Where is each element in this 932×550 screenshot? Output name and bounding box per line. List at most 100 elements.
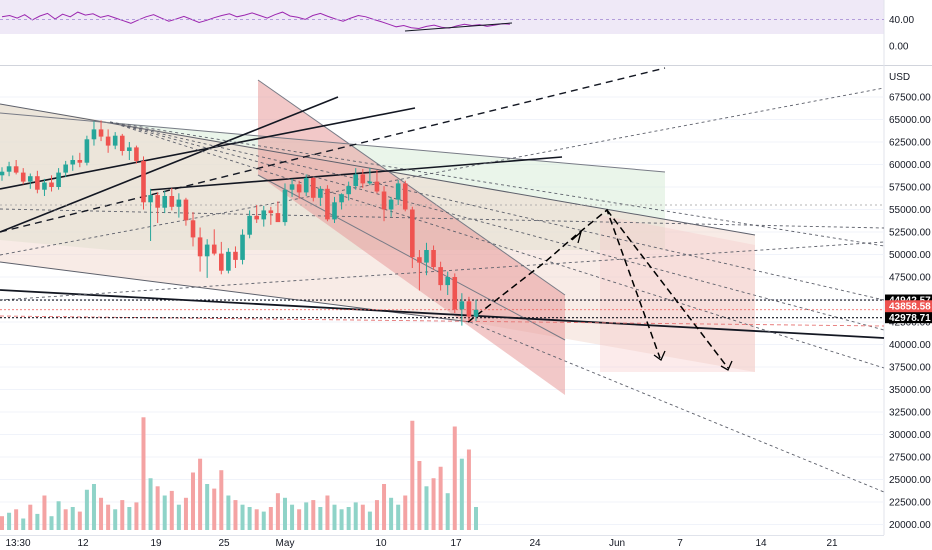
volume-bar — [261, 511, 266, 530]
volume-bar — [452, 426, 457, 530]
volume-bar — [49, 516, 54, 530]
price-tick-label: 22500.00 — [889, 498, 931, 509]
volume-bar — [176, 504, 181, 530]
volume-bar — [304, 502, 309, 530]
candle-body — [13, 166, 19, 173]
arrow-head-down-2 — [720, 360, 733, 371]
candle-body — [289, 184, 295, 190]
candle-body — [169, 196, 175, 207]
time-tick-label: 17 — [450, 538, 462, 549]
candle-body — [84, 139, 90, 163]
volume-bar — [198, 458, 203, 530]
candle-body — [155, 195, 160, 208]
price-tick-label: 35000.00 — [889, 385, 931, 396]
candle-body — [339, 194, 344, 203]
price-tags: 44942.5743858.5802:09:5142978.71 — [885, 294, 932, 324]
price-tick-label: 37500.00 — [889, 363, 931, 374]
volume-bar — [56, 501, 61, 530]
candle-body — [27, 176, 33, 182]
candle-body — [0, 171, 5, 176]
volume-bar — [226, 495, 231, 530]
candle-body — [388, 199, 394, 210]
volume-bar — [205, 484, 210, 530]
volume-bar — [155, 486, 160, 530]
price-tick-label: 20000.00 — [889, 520, 931, 531]
volume-bars — [0, 417, 478, 530]
volume-bar — [389, 497, 394, 530]
candle-body — [127, 147, 132, 151]
price-tick-label: 65000.00 — [889, 115, 931, 126]
volume-bar — [459, 458, 464, 530]
rsi-pane — [0, 11, 884, 32]
candle-body — [296, 184, 302, 193]
channel-upper — [257, 79, 566, 296]
candle-body — [176, 199, 182, 207]
volume-bar — [445, 493, 450, 530]
time-tick-label: 19 — [150, 538, 162, 549]
rsi-tick-label: 0.00 — [889, 42, 909, 53]
time-tick-label: Jun — [609, 538, 625, 549]
candle-body — [63, 164, 68, 173]
time-tick-label: 24 — [529, 538, 541, 549]
candle-body — [402, 183, 408, 210]
fib-fan-dashed — [109, 121, 885, 301]
volume-bar — [438, 466, 443, 530]
time-tick-label: 10 — [375, 538, 387, 549]
candle-body — [261, 210, 267, 220]
candle-body — [197, 237, 203, 257]
volume-bar — [42, 495, 47, 530]
time-axis[interactable]: 13:30 12 19 25 May 10 17 24 Jun 7 14 21 — [0, 535, 884, 550]
volume-bar — [84, 489, 89, 530]
target-zone — [600, 215, 755, 372]
candle-body — [410, 209, 415, 258]
price-tag-bg — [885, 300, 932, 312]
fib-fan-dashed — [109, 121, 885, 331]
candle-body — [119, 135, 125, 151]
candle-body — [77, 160, 83, 163]
candle-body — [275, 213, 281, 223]
time-tick-label: 14 — [755, 538, 767, 549]
candle-body — [98, 129, 104, 137]
candle-body — [219, 253, 224, 271]
candle-body — [105, 136, 111, 146]
candle-body — [466, 301, 472, 317]
price-tick-label: 52500.00 — [889, 228, 931, 239]
rsi-line — [1, 11, 510, 30]
volume-bar — [63, 509, 68, 530]
price-tick-label: 25000.00 — [889, 475, 931, 486]
volume-bar — [120, 500, 125, 530]
candle-body — [254, 215, 259, 220]
candle-body — [141, 160, 146, 203]
candle-body — [112, 135, 118, 146]
candle-body — [325, 188, 330, 220]
volume-bar — [106, 504, 111, 530]
volume-bar — [410, 420, 415, 530]
candle-body — [360, 174, 366, 184]
candle-body — [268, 210, 274, 214]
price-tick-label: 40000.00 — [889, 340, 931, 351]
volume-bar — [233, 500, 238, 530]
candle-body — [367, 181, 373, 184]
channel-lower — [257, 174, 566, 341]
candle-body — [162, 196, 168, 208]
time-tick-label: 25 — [218, 538, 230, 549]
candle-body — [381, 191, 387, 210]
price-axis[interactable]: 67500.00 65000.00 62500.00 60000.00 57500.00… — [889, 15, 931, 531]
volume-bar — [367, 511, 372, 530]
trendline-b — [0, 107, 416, 190]
price-tag-bg — [885, 312, 932, 324]
candle-body — [374, 181, 380, 192]
price-tick-label: 67500.00 — [889, 93, 931, 104]
volume-bar — [297, 509, 302, 530]
volume-bar — [240, 504, 245, 530]
candle-body — [282, 189, 288, 223]
fib-fan-dashed — [109, 121, 885, 247]
price-tag-bg — [885, 294, 932, 306]
price-tick-label: 27500.00 — [889, 453, 931, 464]
price-tick-label: 57500.00 — [889, 183, 931, 194]
volume-bar — [28, 504, 33, 530]
volume-bar — [254, 509, 259, 530]
price-tick-label: 47500.00 — [889, 273, 931, 284]
